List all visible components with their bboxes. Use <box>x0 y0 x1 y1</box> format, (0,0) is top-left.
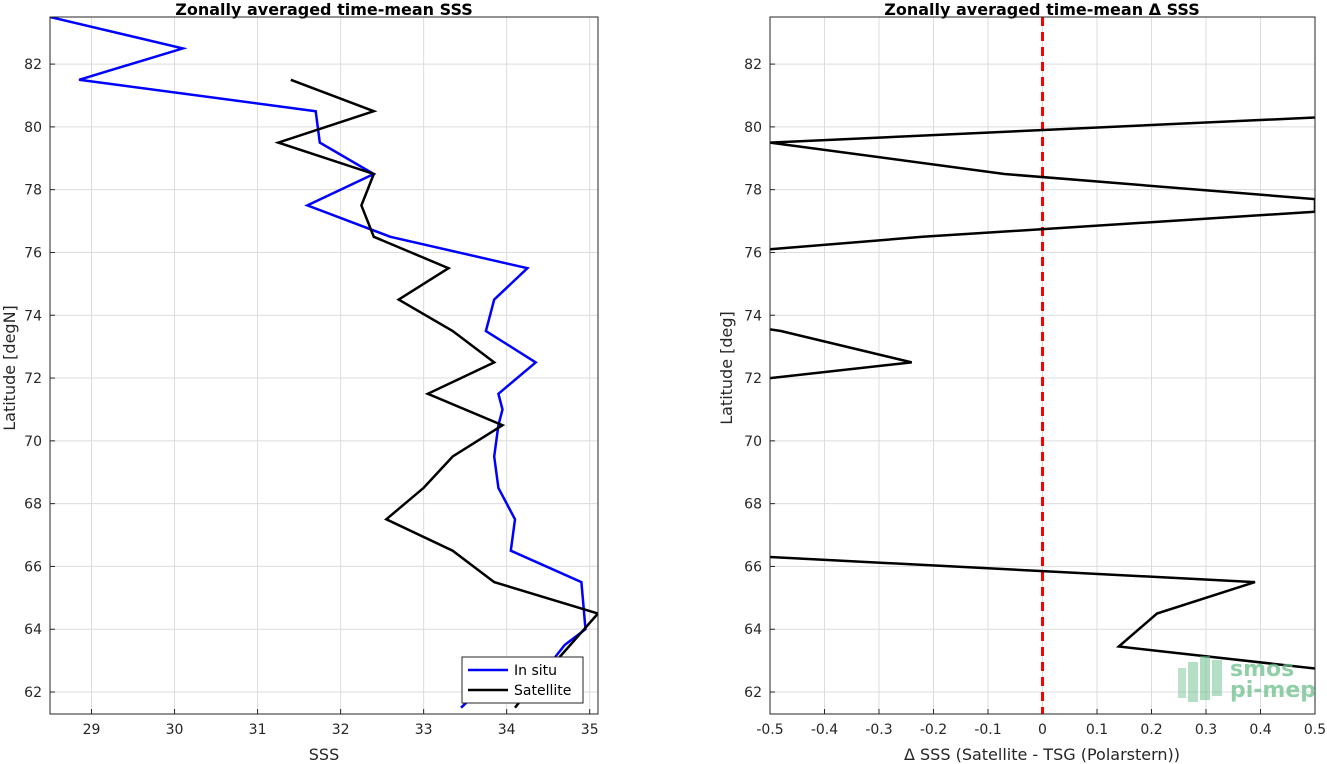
y-tick-label: 74 <box>24 308 42 324</box>
x-tick-label: 33 <box>415 722 433 738</box>
series-line-satellite <box>274 78 598 709</box>
panel-delta-sss: Zonally averaged time-mean Δ SSS Δ SSS (… <box>717 0 1326 764</box>
tick-labels: -0.5 -0.4 -0.3 -0.2 -0.1 0 0.1 0.2 0.3 0.4 0.5 62 64… <box>744 57 1326 738</box>
y-tick-label: 72 <box>744 371 762 387</box>
x-tick-label: 0.2 <box>1140 722 1162 738</box>
logo-mark <box>1188 662 1198 702</box>
y-tick-label: 64 <box>24 622 42 638</box>
logo-text-line2: pi-mep <box>1230 678 1316 703</box>
tick-labels: 29 30 31 32 33 34 35 62 64 66 68 70 72 74 76 78 80 82 <box>24 57 598 738</box>
y-tick-label: 72 <box>24 371 42 387</box>
delta-sss-line <box>770 555 1315 670</box>
y-tick-label: 64 <box>744 622 762 638</box>
x-tick-label: -0.2 <box>920 722 947 738</box>
y-tick-label: 74 <box>744 308 762 324</box>
x-tick-label: -0.4 <box>811 722 838 738</box>
chart-title: Zonally averaged time-mean SSS <box>175 0 473 19</box>
y-tick-label: 66 <box>24 559 42 575</box>
legend: In situ Satellite <box>461 656 584 704</box>
y-tick-label: 76 <box>744 245 762 261</box>
x-tick-label: 29 <box>83 722 101 738</box>
y-tick-label: 78 <box>24 183 42 199</box>
x-tick-label: 30 <box>166 722 184 738</box>
logo-mark <box>1200 656 1210 700</box>
y-axis-label: Latitude [degN] <box>0 305 19 431</box>
series-line-in-situ <box>50 17 587 709</box>
y-tick-label: 70 <box>744 434 762 450</box>
x-axis-label: SSS <box>309 745 339 764</box>
x-tick-label: -0.1 <box>974 722 1001 738</box>
x-tick-label: 0.3 <box>1195 722 1217 738</box>
y-tick-label: 80 <box>744 120 762 136</box>
series-lines <box>50 17 598 709</box>
y-tick-label: 80 <box>24 120 42 136</box>
y-tick-label: 68 <box>744 497 762 513</box>
y-tick-label: 62 <box>24 685 42 701</box>
axes-box <box>769 16 1316 715</box>
x-tick-label: -0.3 <box>865 722 892 738</box>
grid <box>50 17 598 714</box>
chart-title: Zonally averaged time-mean Δ SSS <box>884 0 1200 19</box>
delta-sss-line <box>770 328 912 380</box>
y-tick-label: 78 <box>744 183 762 199</box>
x-tick-label: 32 <box>332 722 350 738</box>
legend-box <box>461 656 584 704</box>
y-tick-label: 68 <box>24 497 42 513</box>
y-tick-label: 66 <box>744 559 762 575</box>
series-lines <box>770 116 1315 670</box>
y-axis-label: Latitude [deg] <box>717 311 736 425</box>
y-tick-label: 82 <box>24 57 42 73</box>
x-tick-label: 34 <box>498 722 516 738</box>
legend-label: Satellite <box>514 683 571 699</box>
delta-sss-line <box>770 116 1315 251</box>
smos-pi-mep-logo: smos pi-mep <box>1178 656 1316 703</box>
y-tick-label: 62 <box>744 685 762 701</box>
x-tick-label: 31 <box>249 722 267 738</box>
axes-box <box>49 16 599 715</box>
logo-mark <box>1212 660 1222 696</box>
y-tick-label: 76 <box>24 245 42 261</box>
panel-sss: Zonally averaged time-mean SSS SSS Latit… <box>0 0 599 764</box>
x-axis-label: Δ SSS (Satellite - TSG (Polarstern)) <box>904 745 1180 764</box>
logo-mark <box>1178 668 1186 698</box>
y-tick-label: 82 <box>744 57 762 73</box>
x-tick-label: 0.5 <box>1304 722 1326 738</box>
x-tick-label: 0.4 <box>1249 722 1271 738</box>
x-tick-label: -0.5 <box>756 722 783 738</box>
x-tick-label: 0.1 <box>1086 722 1108 738</box>
x-tick-label: 0 <box>1038 722 1047 738</box>
legend-label: In situ <box>514 663 557 679</box>
logo-text-line1: smos <box>1230 657 1294 682</box>
x-tick-label: 35 <box>581 722 599 738</box>
y-tick-label: 70 <box>24 434 42 450</box>
